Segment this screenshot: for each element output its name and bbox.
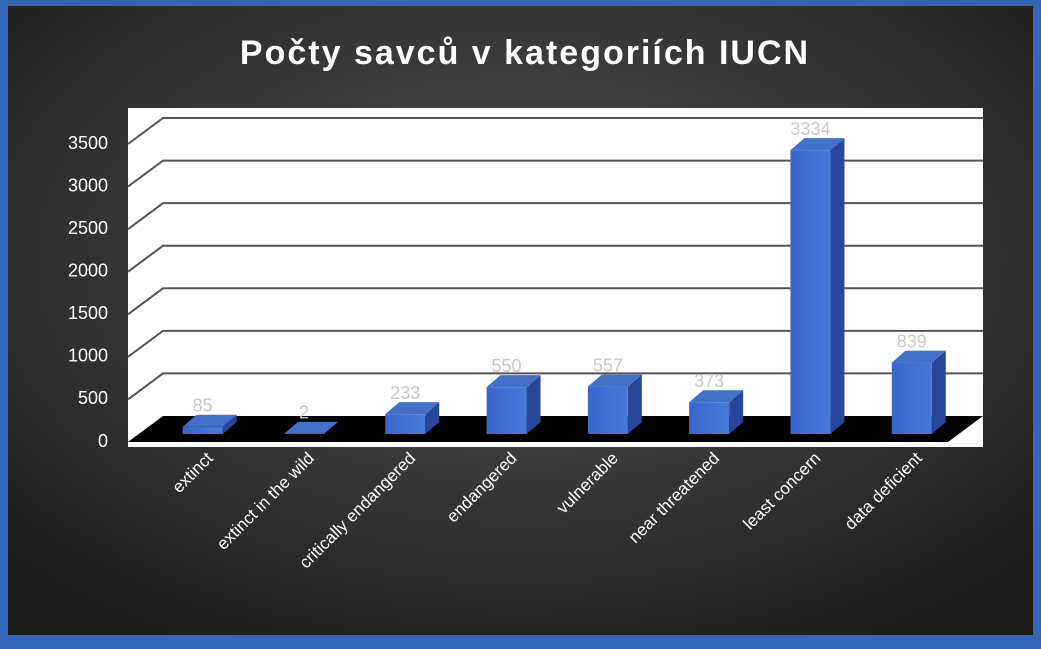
- grid-line: [127, 202, 983, 230]
- y-tick-label: 1500: [68, 303, 108, 323]
- y-tick-label: 3000: [68, 175, 108, 195]
- bar-side: [526, 375, 541, 434]
- y-tick-label: 2500: [68, 218, 108, 238]
- bar: [587, 374, 642, 434]
- chart-title: Počty savců v kategoriích IUCN: [240, 34, 810, 72]
- bar: [891, 350, 946, 434]
- bar-front: [790, 150, 831, 434]
- value-label: 3334: [790, 119, 830, 139]
- y-tick-label: 1000: [68, 346, 108, 366]
- bar-side: [931, 350, 946, 434]
- grid-line: [127, 329, 983, 358]
- value-label: 85: [193, 396, 213, 416]
- grid-line: [127, 117, 983, 145]
- bar-top: [385, 402, 440, 415]
- bar: [790, 138, 845, 434]
- grid-line: [127, 244, 983, 273]
- bar-side: [627, 374, 642, 434]
- bar: [689, 390, 744, 434]
- bar-side: [729, 390, 744, 434]
- bar-top: [689, 390, 744, 403]
- bar: [385, 402, 440, 434]
- value-label: 550: [492, 356, 522, 376]
- y-tick-label: 3500: [68, 133, 108, 153]
- bar-top: [283, 421, 338, 434]
- bar-side: [425, 402, 440, 434]
- bar-front: [486, 387, 527, 434]
- bar: [283, 421, 338, 434]
- grid-line: [127, 287, 983, 316]
- bar-front: [385, 414, 426, 434]
- bar-top: [587, 374, 642, 387]
- bar-side: [830, 138, 845, 434]
- bar: [486, 375, 541, 434]
- floor: [128, 416, 983, 442]
- value-label: 2: [299, 403, 309, 423]
- bar-front: [689, 402, 730, 434]
- y-tick-label: 2000: [68, 260, 108, 280]
- bar-top: [790, 138, 845, 151]
- grid-line: [127, 372, 983, 401]
- grid-line: [127, 159, 983, 188]
- value-label: 233: [390, 383, 420, 403]
- bar-front: [891, 362, 932, 434]
- bar-side: [323, 421, 338, 434]
- plot-area: [128, 108, 983, 447]
- bar-side: [222, 414, 237, 434]
- bar-top: [891, 350, 946, 363]
- bar-front: [182, 426, 223, 434]
- value-label: 557: [593, 355, 623, 375]
- value-label: 373: [694, 371, 724, 391]
- value-label: 839: [897, 331, 927, 351]
- y-tick-label: 500: [78, 388, 108, 408]
- bar-top: [486, 375, 541, 388]
- bar: [182, 414, 237, 434]
- bar-top: [182, 414, 237, 427]
- y-tick-label: 0: [98, 431, 108, 451]
- bar-front: [587, 386, 628, 434]
